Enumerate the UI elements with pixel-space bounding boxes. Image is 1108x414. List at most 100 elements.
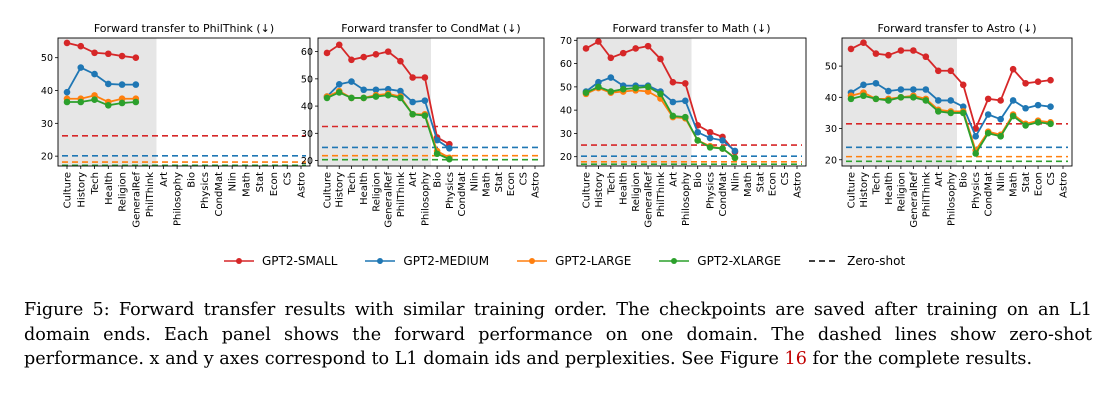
data-point: [947, 67, 955, 75]
data-point: [731, 147, 739, 155]
x-tick-label: Philosophy: [420, 172, 431, 226]
plot-frame: [576, 37, 807, 167]
data-point: [348, 94, 355, 102]
data-point: [910, 47, 917, 54]
data-point: [1047, 76, 1054, 84]
data-point: [681, 97, 689, 105]
x-tick-label: Physics: [445, 172, 456, 209]
x-tick-label: Religion: [896, 172, 907, 212]
x-tick-label: CS: [283, 172, 294, 185]
figure-reference-link[interactable]: 16: [784, 349, 807, 369]
caption-label: Figure 5:: [24, 300, 110, 320]
x-tick-label: History: [335, 172, 346, 208]
data-point: [984, 111, 992, 118]
data-point: [934, 108, 942, 115]
data-point: [885, 51, 892, 59]
data-point: [384, 91, 392, 99]
data-point: [669, 98, 677, 106]
data-point: [582, 45, 590, 52]
data-point: [706, 134, 714, 142]
plot-frame: [317, 37, 545, 167]
x-tick-label: Bio: [433, 172, 444, 188]
y-tick-label: 30: [825, 124, 837, 135]
x-tick-label: Math: [743, 172, 754, 197]
x-tick-label: Tech: [606, 172, 617, 195]
data-point: [934, 67, 942, 75]
data-point: [872, 79, 880, 87]
data-point: [104, 80, 112, 88]
x-tick-label: Econ: [1034, 172, 1045, 196]
x-tick-label: Bio: [186, 172, 197, 188]
y-tick-label: 30: [41, 119, 53, 130]
data-point: [972, 133, 980, 140]
data-point: [719, 137, 726, 144]
x-tick-label: Physics: [971, 172, 982, 209]
data-point: [910, 94, 917, 101]
chart-panel-2: Forward transfer to Math (↓) 20 30 40 50 60 70…: [560, 22, 807, 228]
x-tick-label: PhilThink: [396, 172, 407, 217]
x-tick-label: Tech: [871, 172, 882, 195]
x-tick-label: Bio: [693, 172, 704, 188]
x-tick-label: Bio: [959, 172, 970, 188]
data-point: [63, 39, 71, 47]
x-tick-label: Math: [241, 172, 252, 197]
data-point: [607, 54, 615, 62]
forward-transfer-figure: Forward transfer to PhilThink (↓) 20 30 40 5…: [41, 22, 1073, 228]
x-tick-label: Econ: [768, 172, 779, 196]
x-tick-label: Art: [159, 172, 170, 187]
data-point: [669, 112, 677, 120]
data-point: [91, 70, 98, 78]
data-point: [335, 80, 343, 88]
legend-label-medium: GPT2-MEDIUM: [403, 254, 490, 268]
chart-panel-1: Forward transfer to CondMat (↓) 20 30 40 50 6…: [301, 22, 545, 228]
data-point: [77, 64, 85, 71]
data-point: [922, 86, 930, 93]
data-point: [731, 154, 739, 162]
x-tick-label: Econ: [269, 172, 280, 196]
y-tick-label: 60: [560, 59, 572, 70]
data-point: [872, 50, 880, 57]
y-tick-label: 30: [301, 129, 313, 140]
x-tick-label: Health: [619, 172, 630, 205]
legend-item-small: GPT2-SMALL: [224, 254, 337, 268]
x-tick-label: Philosophy: [946, 172, 957, 226]
x-tick-label: Stat: [255, 172, 266, 192]
legend-item-large: GPT2-LARGE: [517, 254, 631, 268]
legend-label-xlarge: GPT2-XLARGE: [697, 254, 782, 268]
data-point: [397, 94, 404, 102]
y-tick-label: 20: [301, 156, 313, 167]
data-point: [1009, 112, 1017, 120]
data-point: [1034, 118, 1042, 126]
data-point: [409, 110, 416, 118]
data-point: [1047, 120, 1054, 128]
x-tick-label: Nlin: [730, 172, 741, 191]
panel-title: Forward transfer to CondMat (↓): [341, 22, 520, 35]
x-tick-label: Health: [104, 172, 115, 205]
plot-frame: [57, 37, 311, 167]
data-point: [421, 97, 429, 104]
chart-panel-0: Forward transfer to PhilThink (↓) 20 30 40 5…: [41, 22, 311, 228]
data-point: [104, 101, 112, 109]
data-point: [421, 74, 429, 81]
legend-label-zero-shot: Zero-shot: [847, 254, 906, 268]
x-tick-label: PhilThink: [921, 172, 932, 217]
caption-text: Forward transfer results with similar tr…: [24, 300, 1092, 369]
x-tick-label: Tech: [347, 172, 358, 195]
data-point: [1022, 122, 1029, 129]
x-tick-label: Religion: [631, 172, 642, 212]
data-point: [897, 94, 905, 101]
y-tick-label: 50: [301, 74, 313, 85]
data-point: [582, 89, 590, 96]
x-tick-label: Math: [1009, 172, 1020, 197]
legend-item-zero-shot: Zero-shot: [809, 254, 905, 268]
data-point: [409, 98, 416, 106]
x-tick-label: CS: [518, 172, 529, 185]
x-tick-label: PhilThink: [656, 172, 667, 217]
legend-marker-zero-shot: [809, 260, 840, 262]
data-point: [984, 129, 992, 137]
x-tick-label: Philosophy: [681, 172, 692, 226]
data-point: [632, 84, 639, 92]
data-point: [118, 52, 126, 60]
data-point: [1009, 97, 1017, 104]
figure-caption: Figure 5: Forward transfer results with …: [24, 298, 1092, 372]
